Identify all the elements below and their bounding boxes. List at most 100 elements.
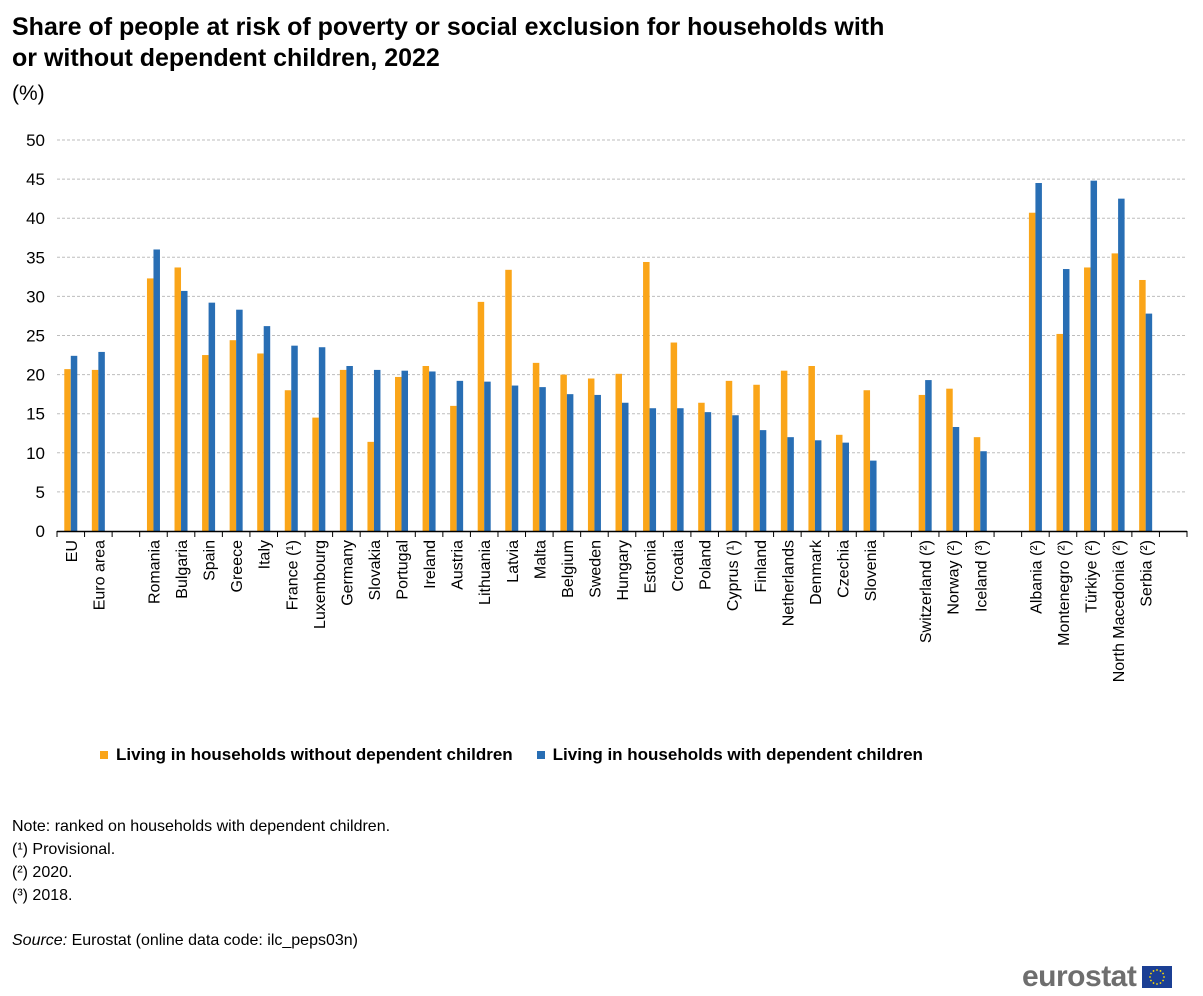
x-tick-label: France (¹) [284, 540, 301, 610]
eu-flag-icon [1142, 966, 1173, 988]
bar-with-children [70, 355, 78, 531]
bar-without-children [863, 390, 871, 531]
bar-with-children [787, 437, 794, 531]
x-tick-label: Malta [532, 540, 549, 579]
x-tick-label: Serbia (²) [1139, 540, 1156, 607]
x-tick-label: Cyprus (¹) [725, 540, 742, 611]
bar-with-children [346, 365, 353, 531]
note-1: (¹) Provisional. [12, 841, 116, 858]
bar-with-children [401, 370, 409, 531]
x-tick-label: Switzerland (²) [918, 540, 935, 643]
x-tick-label: Romania [146, 540, 163, 604]
x-tick-label: Montenegro (²) [1056, 540, 1073, 646]
bar-without-children [477, 301, 485, 531]
bar-with-children [952, 426, 960, 531]
y-tick-label: 35 [26, 248, 45, 267]
bar-with-children [153, 249, 160, 532]
bar-without-children [422, 365, 430, 531]
bar-with-children [649, 408, 657, 531]
bar-with-children [594, 394, 601, 531]
bar-without-children [229, 340, 237, 531]
bar-without-children [91, 369, 99, 531]
legend-swatch-orange [100, 751, 108, 759]
bar-without-children [973, 437, 981, 531]
legend-item-without-children: Living in households without dependent c… [100, 745, 513, 765]
bar-with-children [291, 345, 298, 531]
bar-without-children [367, 441, 374, 531]
x-tick-label: Czechia [835, 540, 852, 598]
bar-without-children [1056, 333, 1063, 531]
x-tick-label: Bulgaria [174, 540, 191, 599]
bar-with-children [732, 415, 739, 531]
source-text: Eurostat (online data code: ilc_peps03n) [67, 932, 358, 949]
x-tick-label: Croatia [670, 540, 687, 592]
y-tick-label: 50 [26, 131, 45, 150]
unit-label: (%) [12, 82, 45, 105]
y-tick-label: 15 [26, 405, 45, 424]
bar-with-children [181, 290, 188, 531]
bar-without-children [670, 342, 678, 531]
legend-swatch-blue [536, 751, 545, 759]
bar-without-children [698, 402, 705, 531]
legend-item-with-children: Living in households with dependent chil… [536, 745, 923, 765]
x-tick-label: Netherlands [780, 540, 797, 626]
bar-with-children [1145, 313, 1153, 531]
bar-without-children [284, 390, 292, 531]
x-tick-label: Sweden [587, 540, 604, 598]
bar-without-children [202, 355, 209, 531]
bar-with-children [759, 430, 767, 531]
source-label: Source: [12, 932, 68, 949]
bar-with-children [539, 387, 546, 531]
bar-with-children [1035, 183, 1042, 531]
bar-with-children [566, 394, 574, 531]
legend-label: Living in households with dependent chil… [552, 745, 923, 764]
x-tick-label: Euro area [91, 540, 108, 610]
bar-with-children [622, 402, 629, 531]
bar-without-children [64, 369, 71, 531]
bar-without-children [946, 388, 953, 531]
x-tick-label: Spain [202, 540, 219, 581]
note-2: (²) 2020. [12, 864, 73, 881]
bar-without-children [450, 405, 457, 531]
bar-without-children [1139, 279, 1146, 531]
x-tick-label: Lithuania [477, 540, 494, 605]
x-tick-label: Hungary [615, 540, 632, 600]
bar-with-children [208, 302, 216, 531]
x-tick-label: Greece [229, 540, 246, 593]
note-3: (³) 2018. [12, 887, 73, 904]
bar-with-children [704, 412, 712, 531]
bar-chart: 0 5 10 15 20 25 30 35 40 45 50 EU Euro area Romania Bu… [26, 131, 1188, 682]
bar-with-children [1118, 198, 1125, 531]
bar-without-children [808, 365, 815, 531]
x-tick-label: Türkiye (²) [1084, 540, 1101, 613]
bar-with-children [373, 369, 381, 531]
bar-without-children [395, 376, 402, 531]
bar-with-children [456, 380, 464, 531]
x-tick-label: Latvia [505, 540, 522, 583]
bar-without-children [615, 373, 622, 531]
bar-with-children [980, 451, 987, 531]
bar-without-children [257, 353, 264, 531]
bar-with-children [842, 442, 849, 531]
note-ranking: Note: ranked on households with dependen… [12, 818, 391, 835]
x-tick-label: EU [64, 540, 81, 562]
y-tick-label: 5 [36, 483, 45, 502]
bar-without-children [725, 380, 733, 531]
x-tick-label: Portugal [395, 540, 412, 600]
x-tick-label: Albania (²) [1028, 540, 1045, 614]
bar-without-children [780, 370, 788, 531]
y-tick-label: 0 [36, 522, 45, 541]
bar-without-children [1084, 267, 1091, 531]
bar-without-children [643, 261, 650, 531]
x-tick-label: Slovenia [863, 540, 880, 601]
source: Source: Eurostat (online data code: ilc_… [12, 932, 358, 950]
bar-without-children [532, 362, 540, 531]
y-tick-label: 30 [26, 287, 45, 306]
notes: Note: ranked on households with dependen… [12, 815, 390, 907]
x-tick-label: Belgium [560, 540, 577, 598]
bar-without-children [146, 278, 154, 531]
bar-without-children [835, 434, 843, 531]
bar-without-children [339, 369, 347, 531]
bar-without-children [1028, 212, 1036, 531]
